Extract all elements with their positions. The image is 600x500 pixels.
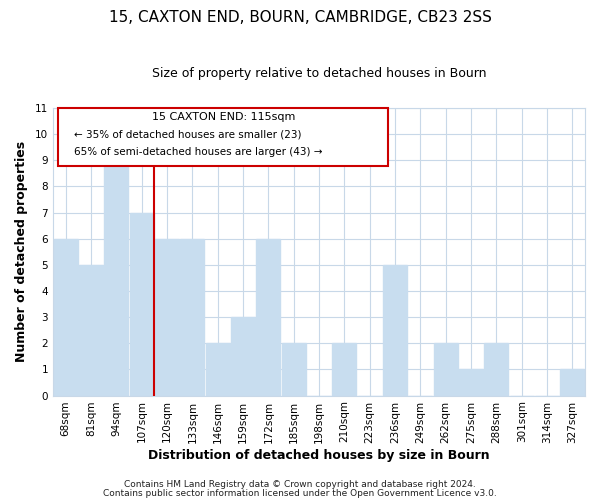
Title: Size of property relative to detached houses in Bourn: Size of property relative to detached ho… bbox=[152, 68, 486, 80]
Text: ← 35% of detached houses are smaller (23): ← 35% of detached houses are smaller (23… bbox=[74, 130, 302, 140]
Bar bbox=[281, 344, 306, 396]
Bar bbox=[560, 370, 584, 396]
Bar bbox=[434, 344, 458, 396]
Bar bbox=[332, 344, 356, 396]
FancyBboxPatch shape bbox=[58, 108, 388, 166]
Text: Contains public sector information licensed under the Open Government Licence v3: Contains public sector information licen… bbox=[103, 489, 497, 498]
Bar bbox=[155, 238, 179, 396]
Text: 15 CAXTON END: 115sqm: 15 CAXTON END: 115sqm bbox=[152, 112, 295, 122]
X-axis label: Distribution of detached houses by size in Bourn: Distribution of detached houses by size … bbox=[148, 450, 490, 462]
Bar bbox=[256, 238, 280, 396]
Bar bbox=[79, 265, 103, 396]
Bar bbox=[104, 160, 128, 396]
Bar bbox=[231, 317, 255, 396]
Bar bbox=[484, 344, 508, 396]
Bar bbox=[53, 238, 78, 396]
Text: 15, CAXTON END, BOURN, CAMBRIDGE, CB23 2SS: 15, CAXTON END, BOURN, CAMBRIDGE, CB23 2… bbox=[109, 10, 491, 25]
Bar bbox=[459, 370, 483, 396]
Y-axis label: Number of detached properties: Number of detached properties bbox=[15, 141, 28, 362]
Bar bbox=[181, 238, 205, 396]
Text: Contains HM Land Registry data © Crown copyright and database right 2024.: Contains HM Land Registry data © Crown c… bbox=[124, 480, 476, 489]
Bar bbox=[206, 344, 230, 396]
Text: 65% of semi-detached houses are larger (43) →: 65% of semi-detached houses are larger (… bbox=[74, 147, 323, 157]
Bar bbox=[130, 212, 154, 396]
Bar bbox=[383, 265, 407, 396]
